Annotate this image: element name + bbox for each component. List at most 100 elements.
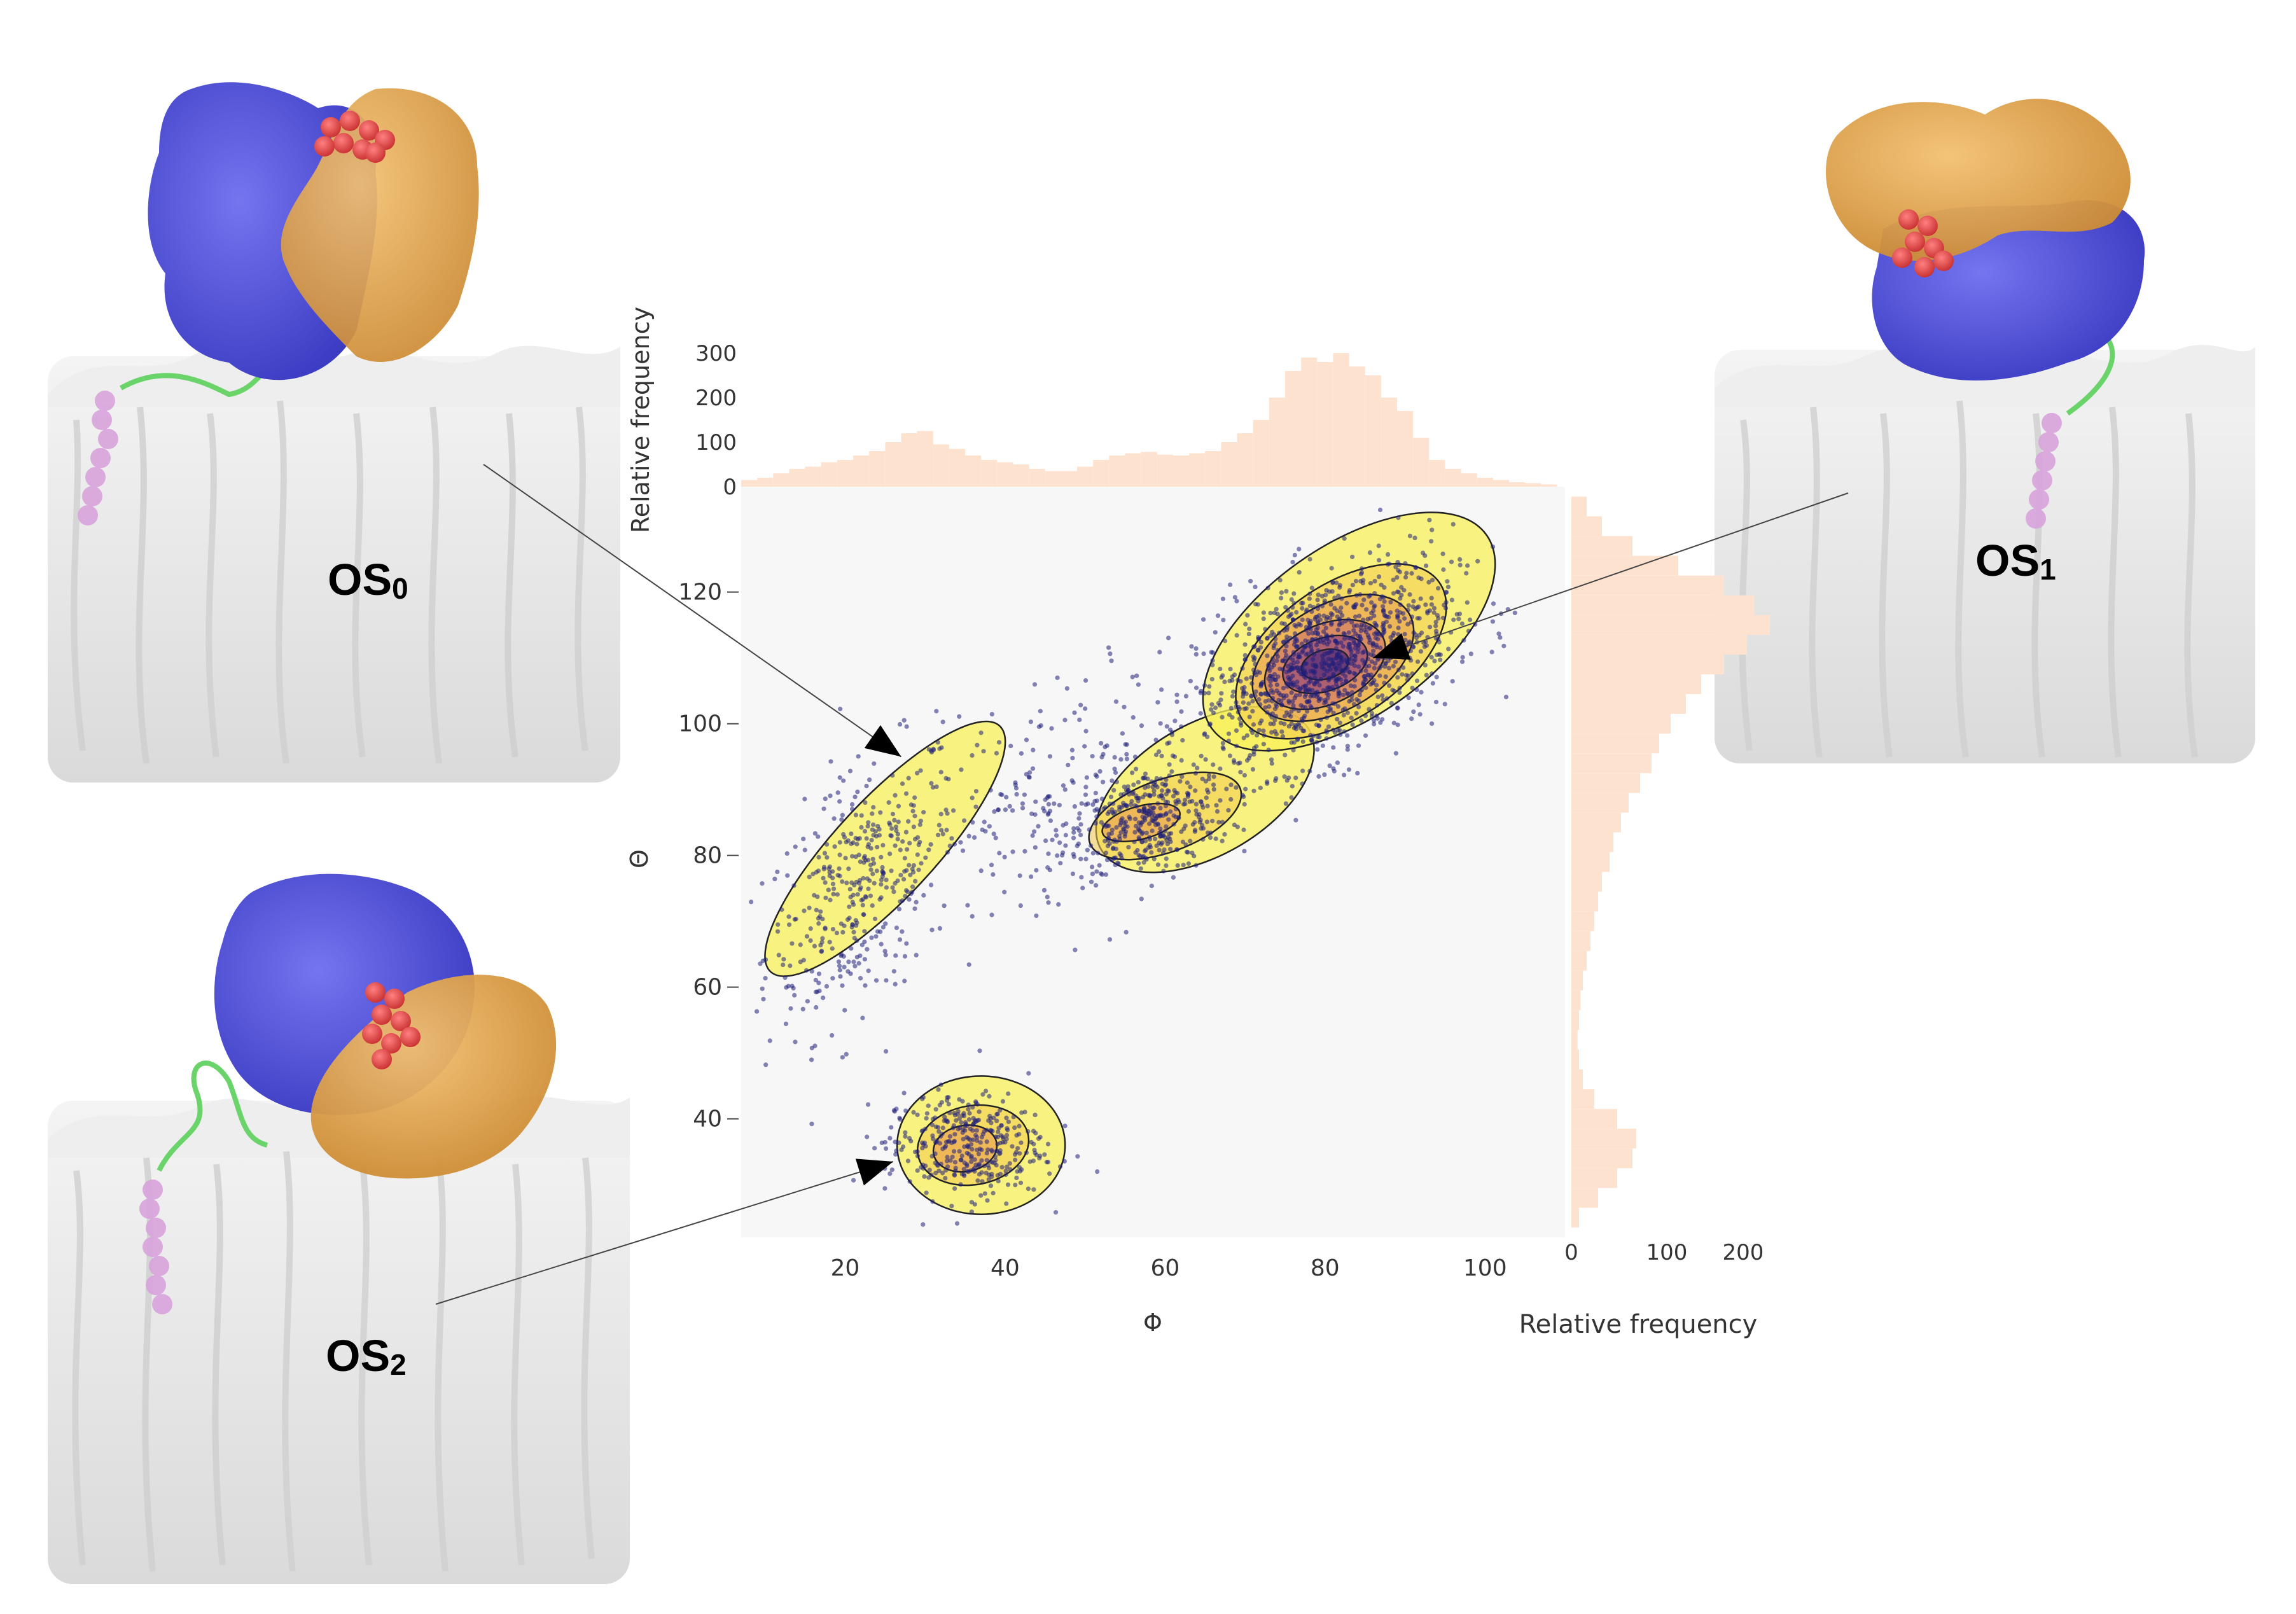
scatter-point xyxy=(1003,1172,1008,1178)
scatter-point xyxy=(816,980,821,985)
scatter-point xyxy=(968,1126,973,1132)
scatter-point xyxy=(1014,1175,1019,1181)
scatter-point xyxy=(1179,709,1184,714)
x-tick-label: 100 xyxy=(1463,1255,1507,1281)
scatter-point xyxy=(1362,674,1367,679)
scatter-point xyxy=(1349,693,1354,699)
scatter-point xyxy=(840,812,845,817)
scatter-point xyxy=(1312,616,1318,622)
scatter-point xyxy=(837,852,842,858)
scatter-point xyxy=(1089,843,1094,848)
scatter-point xyxy=(1066,762,1071,768)
scatter-point xyxy=(999,1165,1005,1170)
scatter-point xyxy=(1006,1091,1011,1096)
scatter-point xyxy=(852,882,857,887)
scatter-point xyxy=(1310,637,1315,643)
scatter-point xyxy=(980,827,985,832)
scatter-point xyxy=(1273,714,1278,719)
scatter-point xyxy=(1313,690,1318,696)
scatter-point xyxy=(1242,642,1248,647)
scatter-point xyxy=(1014,791,1019,797)
scatter-point xyxy=(1444,590,1449,595)
scatter-point xyxy=(964,1123,970,1129)
scatter-point xyxy=(879,895,884,900)
scatter-point xyxy=(1234,633,1239,638)
scatter-point xyxy=(887,822,893,827)
scatter-point xyxy=(1090,802,1096,807)
scatter-point xyxy=(1213,836,1218,841)
scatter-point xyxy=(1342,536,1347,541)
right-histogram-bar xyxy=(1571,1050,1579,1070)
right-histogram-bar xyxy=(1571,694,1686,714)
scatter-point xyxy=(1383,674,1388,679)
scatter-point xyxy=(884,978,889,983)
scatter-point xyxy=(1316,592,1321,597)
scatter-point xyxy=(1298,725,1304,731)
scatter-point xyxy=(928,882,934,887)
scatter-point xyxy=(1121,826,1126,831)
scatter-point xyxy=(1395,559,1400,565)
scatter-point xyxy=(894,1106,899,1111)
scatter-point xyxy=(776,922,781,927)
scatter-point xyxy=(1072,710,1077,715)
scatter-point xyxy=(1252,655,1257,661)
scatter-point xyxy=(919,861,924,866)
scatter-point xyxy=(1349,653,1354,658)
scatter-point xyxy=(1373,661,1378,666)
scatter-point xyxy=(924,1111,929,1116)
scatter-point xyxy=(1363,713,1368,718)
scatter-point xyxy=(1396,590,1401,595)
scatter-point xyxy=(870,872,875,877)
scatter-point xyxy=(1033,1150,1038,1155)
scatter-point xyxy=(850,922,855,927)
scatter-point xyxy=(1162,828,1168,833)
scatter-point xyxy=(1290,617,1295,622)
scatter-point xyxy=(788,1006,793,1011)
scatter-point xyxy=(1386,665,1392,671)
scatter-point xyxy=(1321,629,1326,634)
scatter-point xyxy=(969,1200,975,1205)
scatter-point xyxy=(1188,838,1193,844)
scatter-point xyxy=(1247,626,1252,632)
scatter-point xyxy=(943,807,949,812)
scatter-point xyxy=(1228,582,1233,587)
scatter-point xyxy=(760,881,765,886)
scatter-point xyxy=(1449,559,1454,564)
scatter-point xyxy=(1307,596,1312,601)
scatter-point xyxy=(896,804,901,809)
right-histogram-label: Relative frequency xyxy=(1519,1310,1758,1339)
scatter-point xyxy=(1063,833,1068,838)
scatter-point xyxy=(1304,607,1309,613)
scatter-point xyxy=(1107,802,1112,807)
scatter-point xyxy=(940,831,945,837)
scatter-point xyxy=(1256,728,1262,733)
scatter-point xyxy=(1369,714,1375,719)
scatter-point xyxy=(1459,659,1465,664)
scatter-point xyxy=(1172,754,1178,760)
scatter-point xyxy=(1242,772,1248,778)
scatter-point xyxy=(1321,613,1326,618)
scatter-point xyxy=(1169,769,1174,774)
scatter-point xyxy=(958,1157,963,1162)
scatter-point xyxy=(907,1179,912,1184)
scatter-point xyxy=(1305,651,1311,657)
scatter-point xyxy=(1281,640,1286,645)
scatter-point xyxy=(837,840,842,845)
scatter-point xyxy=(1456,616,1461,622)
scatter-point xyxy=(1077,811,1082,816)
scatter-point xyxy=(1366,672,1371,678)
scatter-point xyxy=(1141,860,1146,865)
scatter-point xyxy=(1012,1152,1018,1157)
scatter-point xyxy=(1501,643,1506,648)
scatter-point xyxy=(913,879,918,884)
scatter-point xyxy=(1279,595,1284,601)
scatter-point xyxy=(898,899,903,904)
scatter-point xyxy=(982,819,987,824)
scatter-point xyxy=(1288,714,1293,719)
scatter-point xyxy=(1209,650,1214,655)
scatter-point xyxy=(975,1118,980,1123)
scatter-point xyxy=(1274,776,1279,781)
scatter-point xyxy=(1179,758,1184,763)
scatter-point xyxy=(1445,579,1450,584)
scatter-point xyxy=(1232,760,1237,765)
